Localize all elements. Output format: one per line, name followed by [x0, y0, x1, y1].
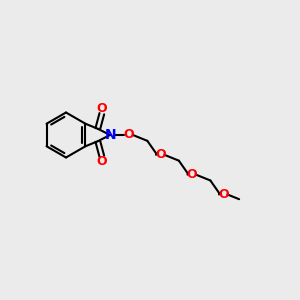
Text: O: O [186, 168, 197, 181]
Text: O: O [155, 148, 166, 161]
Text: O: O [218, 188, 229, 201]
Text: O: O [97, 102, 107, 115]
Text: O: O [97, 155, 107, 168]
Text: O: O [123, 128, 134, 142]
Text: N: N [104, 128, 116, 142]
